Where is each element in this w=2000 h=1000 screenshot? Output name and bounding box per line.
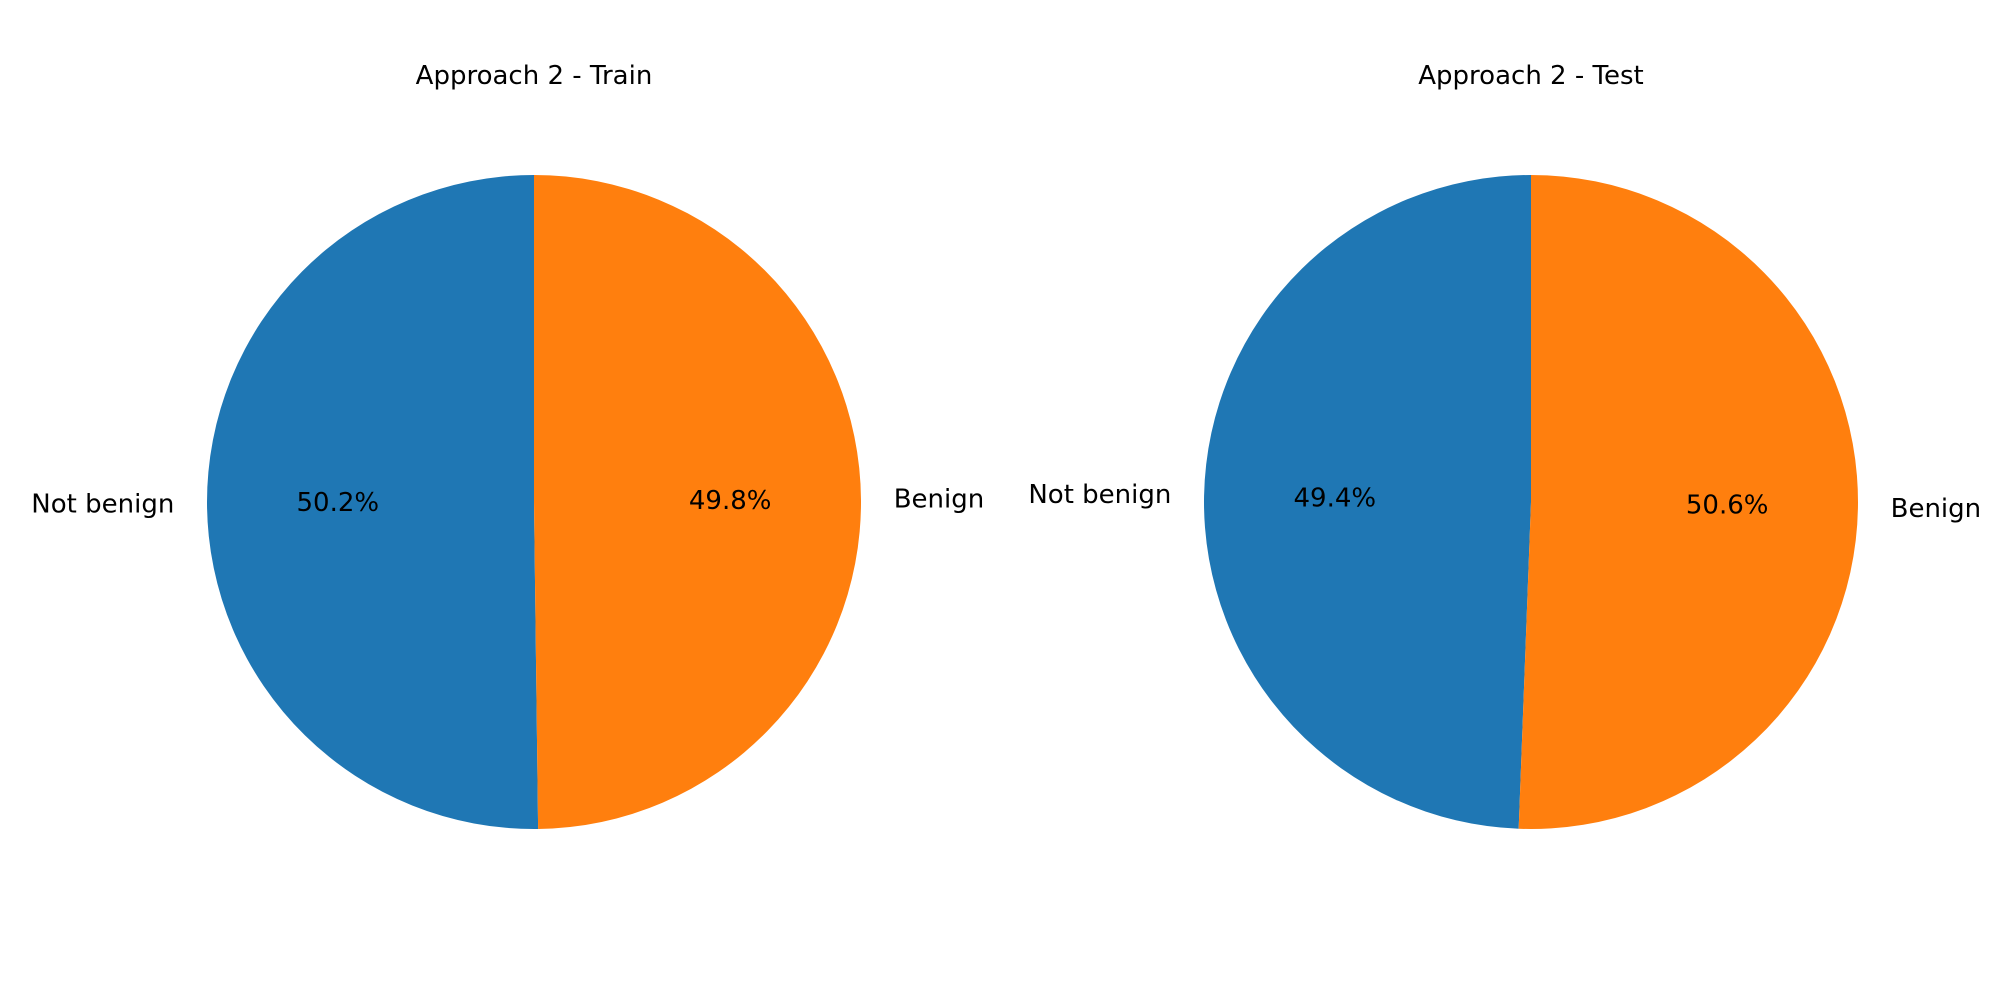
pie-slice-benign [1518, 174, 1858, 829]
chart-title: Approach 2 - Train [416, 61, 653, 91]
pie-slice-benign [534, 175, 862, 829]
pie-category-label: Benign [894, 485, 985, 515]
pie-chart-test: Approach 2 - Test 49.4% Not benign 50.6% Be… [1028, 61, 1981, 829]
chart-title: Approach 2 - Test [1418, 61, 1643, 91]
pie-percent-label: 49.4% [1294, 483, 1377, 513]
pie-percent-label: 49.8% [689, 486, 772, 516]
pie-slice-not-benign [207, 175, 539, 829]
pie-category-label: Not benign [1028, 480, 1171, 510]
pie-slice-not-benign [1203, 175, 1531, 829]
pie-category-label: Benign [1891, 494, 1982, 524]
pie-category-label: Not benign [31, 489, 174, 519]
pie-percent-label: 50.6% [1686, 491, 1769, 521]
pie-percent-label: 50.2% [296, 488, 379, 518]
pie-chart-train: Approach 2 - Train 50.2% Not benign 49.8% B… [31, 61, 984, 829]
